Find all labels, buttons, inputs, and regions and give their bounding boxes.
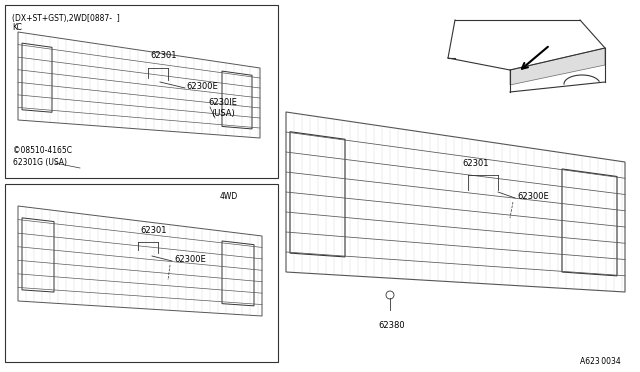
Text: 62301: 62301 xyxy=(462,158,488,167)
Text: 62300E: 62300E xyxy=(517,192,548,201)
Text: 62301: 62301 xyxy=(150,51,177,60)
Text: (USA): (USA) xyxy=(211,109,235,118)
Text: 6230lE: 6230lE xyxy=(208,97,237,106)
Text: 62300E: 62300E xyxy=(174,254,205,263)
Text: (DX+ST+GST),2WD[0887-  ]: (DX+ST+GST),2WD[0887- ] xyxy=(12,14,120,23)
Polygon shape xyxy=(510,48,605,85)
Text: ©08510-4165C: ©08510-4165C xyxy=(13,145,72,154)
Bar xyxy=(5,184,278,362)
Text: 4WD: 4WD xyxy=(220,192,238,201)
Text: KC: KC xyxy=(12,23,22,32)
Text: A623 0034: A623 0034 xyxy=(580,357,621,366)
Text: 62301G (USA): 62301G (USA) xyxy=(13,157,67,167)
Bar xyxy=(5,5,278,178)
Text: 62380: 62380 xyxy=(378,321,404,330)
Text: 62301: 62301 xyxy=(140,225,166,234)
Text: 62300E: 62300E xyxy=(186,81,218,90)
